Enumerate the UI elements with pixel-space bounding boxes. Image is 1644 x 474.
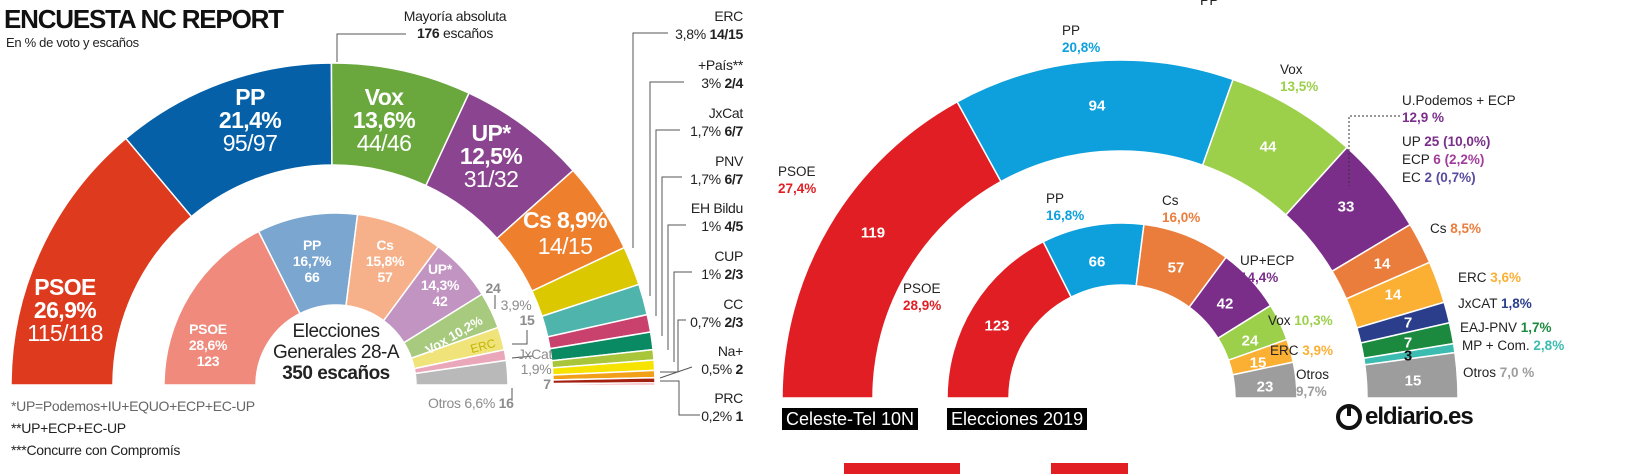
label-psoe-outer: PSOE 26,9% 115/118 <box>27 274 103 346</box>
upodemos-leader-line <box>1348 115 1400 186</box>
small-party-label: CC 0,7% 2/3 <box>690 296 743 330</box>
footnote: ***Concurre con Compromís <box>11 442 181 458</box>
outer-ring-label: Celeste-Tel 10N <box>782 408 919 430</box>
label-psoe-inner: PSOE 28,9% <box>903 281 942 313</box>
small-party-label: +País** 3% 2/4 <box>698 57 743 91</box>
label-up-breakdown: EC 2 (0,7%) <box>1402 170 1476 185</box>
right-outer-segment-otros <box>1363 351 1459 399</box>
label-otros-outer: Otros 7,0 % <box>1463 365 1535 380</box>
small-party-label: EH Bildu 1% 4/5 <box>690 200 743 234</box>
small-party-label: ERC 3,8% 14/15 <box>675 8 743 42</box>
eldiario-logo-icon <box>1336 404 1362 430</box>
label-pnv-outer: EAJ-PNV 1,7% <box>1460 320 1552 335</box>
label-upecp-inner: UP+ECP 14,4% <box>1240 253 1295 285</box>
label-erc-outer: ERC 3,6% <box>1458 270 1522 285</box>
left-inner-segment-psoe <box>163 230 302 386</box>
label-vox-outer: Vox 13,6% 44/46 <box>352 84 416 156</box>
right-inner-segment-otros <box>1231 361 1298 399</box>
small-party-label: CUP 1% 2/3 <box>701 248 743 282</box>
small-party-label: PRC 0,2% 1 <box>701 390 743 424</box>
label-up-outer: UP* 12,5% 31/32 <box>459 120 523 192</box>
seat-count: 119 <box>860 224 886 242</box>
label-vox-inner: Vox 10,3% <box>1268 313 1333 328</box>
label-pp-inner: PP 16,8% <box>1046 191 1085 223</box>
red-bar <box>1051 463 1128 474</box>
label-erc-inner-pct: 3,9% <box>500 297 532 313</box>
small-party-label: PNV 1,7% 6/7 <box>690 153 743 187</box>
seat-count: 42 <box>1216 295 1234 313</box>
seat-count: 3 <box>1403 347 1413 365</box>
majority-leader-line <box>336 33 406 62</box>
majority-seats-suffix: escaños <box>439 25 494 41</box>
chart-title: ENCUESTA NC REPORT <box>4 4 284 34</box>
label-vox-inner-seats: 24 <box>485 280 501 296</box>
label-jxcat-inner: JxCat <box>517 346 553 362</box>
label-up-inner: UP* 14,3% 42 <box>420 261 460 309</box>
small-party-label: JxCat 1,7% 6/7 <box>690 105 743 139</box>
seat-count: 24 <box>1241 332 1259 350</box>
left-inner-segment-otros <box>414 359 509 386</box>
seat-count: 14 <box>1384 286 1402 304</box>
small-party-label: Na+ 0,5% 2 <box>701 343 743 377</box>
label-cs-outer: Cs 8,9% 14/15 <box>522 207 608 259</box>
label-erc-inner: ERC 3,9% <box>1270 343 1334 358</box>
label-up-breakdown: ECP 6 (2,2%) <box>1402 152 1485 167</box>
footnote: **UP+ECP+EC-UP <box>11 420 126 436</box>
seat-count: 44 <box>1259 138 1277 156</box>
seat-count: 14 <box>1373 255 1391 273</box>
seat-count: 33 <box>1337 198 1355 216</box>
seat-count: 23 <box>1256 378 1274 396</box>
label-jxcat-inner-pct: 1,9% <box>520 361 552 377</box>
seat-count: 123 <box>984 317 1010 335</box>
label-jxcat-inner-seats: 7 <box>543 376 551 392</box>
seat-count: 66 <box>1088 253 1106 271</box>
label-pp-outer: PP 21,4% 95/97 <box>218 84 282 156</box>
red-bar <box>844 463 960 474</box>
label-jxcat-outer: JxCAT 1,8% <box>1458 296 1532 311</box>
seat-count: 15 <box>1404 372 1422 390</box>
eldiario-logo: eldiario.es <box>1336 404 1474 430</box>
label-up-breakdown: UP 25 (10,0%) <box>1402 134 1491 149</box>
seat-count: 7 <box>1403 314 1413 332</box>
label-otros-inner: Otros 6,6% 16 <box>428 395 514 411</box>
label-erc-inner-seats: 15 <box>519 312 535 328</box>
label-cs-inner: Cs 16,0% <box>1162 193 1201 225</box>
label-vox-outer: Vox 13,5% <box>1280 62 1319 94</box>
label-otros-inner: Otros 9,7% <box>1296 367 1330 399</box>
seat-count: 15 <box>1249 354 1267 372</box>
seat-count: 57 <box>1167 259 1185 277</box>
label-pp-outer: PP 20,8% <box>1062 23 1101 55</box>
label-psoe-outer: PSOE 27,4% <box>778 164 817 196</box>
majority-seats-value: 176 <box>416 25 440 41</box>
right-outer-segment-pp <box>956 59 1235 183</box>
majority-label: Mayoría absoluta <box>403 8 507 24</box>
seat-count: 7 <box>1403 334 1413 352</box>
label-pp-inner: PP 16,7% 66 <box>292 237 332 285</box>
left-outer-segment-prc <box>552 382 656 386</box>
chart-subtitle: En % de voto y escaños <box>6 35 139 50</box>
inner-ring-label: Elecciones 2019 <box>947 408 1088 430</box>
label-cs-outer: Cs 8,5% <box>1430 221 1482 236</box>
label-cs-inner: Cs 15,8% 57 <box>365 237 405 285</box>
label-mp-outer: MP + Com. 2,8% <box>1462 338 1565 353</box>
seat-count: 94 <box>1088 97 1106 115</box>
inner-ring-center-label: Elecciones Generales 28-A 350 escaños <box>272 321 400 384</box>
footnote: *UP=Podemos+IU+EQUO+ECP+EC-UP <box>11 398 255 414</box>
majority-seats: 176 escaños <box>417 26 493 40</box>
clipped-top-label: PP <box>1200 0 1219 8</box>
leader-lines <box>494 32 700 416</box>
label-psoe-inner: PSOE 28,6% 123 <box>188 321 228 369</box>
label-upodemos-outer: U.Podemos + ECP 12,9 % <box>1402 93 1516 125</box>
